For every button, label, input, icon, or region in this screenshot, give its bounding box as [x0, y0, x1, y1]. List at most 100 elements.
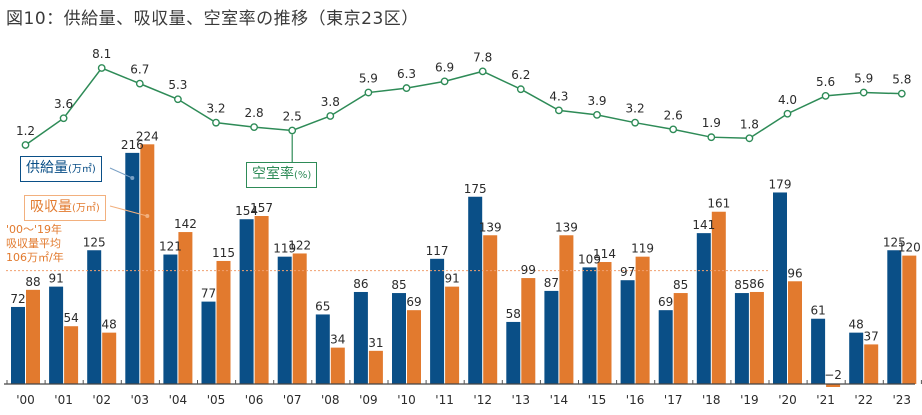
absorption-bar [521, 278, 536, 384]
vacancy-point [402, 84, 411, 92]
legend-supply-unit: (万㎡) [68, 164, 96, 175]
absorption-value-label: 69 [406, 295, 421, 309]
supply-bar [544, 290, 559, 384]
vacancy-point [364, 88, 373, 97]
absorption-value-label: 139 [479, 220, 502, 234]
vacancy-point [250, 123, 259, 132]
x-tick-label: '17 [664, 393, 683, 407]
supply-bar [658, 310, 673, 384]
vacancy-value-label: 7.8 [473, 50, 492, 64]
supply-bar [620, 280, 635, 384]
supply-value-label: 65 [315, 299, 330, 313]
vacancy-value-label: 6.7 [130, 63, 149, 77]
supply-value-label: 109 [578, 252, 601, 266]
absorption-value-label: 157 [250, 201, 273, 215]
supply-bar [163, 254, 178, 384]
x-tick-label: '00 [16, 393, 35, 407]
supply-bar [87, 250, 102, 384]
legend-supply-label: 供給量 [26, 160, 68, 176]
average-annotation-line3: 106万㎡/年 [6, 251, 64, 264]
supply-value-label: 69 [658, 295, 673, 309]
x-tick-label: '08 [321, 393, 340, 407]
supply-bar [239, 219, 254, 384]
supply-value-label: 154 [235, 204, 258, 218]
x-tick-label: '19 [740, 393, 759, 407]
vacancy-value-label: 3.8 [321, 95, 340, 109]
x-tick-label: '20 [778, 393, 797, 407]
vacancy-value-label: 4.0 [778, 93, 797, 107]
absorption-value-label: 88 [25, 275, 40, 289]
vacancy-rate-line [25, 67, 902, 146]
vacancy-point [478, 67, 487, 76]
absorption-bar [864, 344, 879, 384]
legend-vacancy-label: 空室率 [252, 166, 294, 182]
supply-bar [887, 250, 902, 384]
absorption-value-label: 120 [898, 241, 921, 255]
supply-value-label: 85 [391, 278, 406, 292]
absorption-value-label: 37 [864, 329, 879, 343]
absorption-bar [445, 286, 460, 384]
x-tick-label: '13 [512, 393, 531, 407]
vacancy-value-label: 3.6 [54, 97, 73, 111]
supply-bar [392, 293, 406, 384]
vacancy-point [707, 133, 716, 142]
absorption-bar [902, 255, 917, 384]
vacancy-point [516, 85, 525, 94]
legend-absorption-unit: (万㎡) [72, 203, 100, 214]
absorption-value-label: 115 [212, 246, 235, 260]
supply-bar [353, 291, 368, 384]
absorption-bar [254, 216, 269, 384]
supply-bar [430, 258, 445, 384]
supply-bar [506, 321, 521, 384]
average-annotation-line1: '00～'19年 [6, 223, 63, 236]
supply-bar [582, 267, 597, 384]
absorption-value-label: 161 [707, 197, 730, 211]
legend-supply: 供給量(万㎡) [20, 156, 102, 182]
vacancy-point [440, 77, 449, 86]
x-tick-label: '07 [283, 393, 302, 407]
vacancy-value-label: 2.8 [245, 106, 264, 120]
absorption-value-label: 96 [787, 266, 802, 280]
supply-value-label: 216 [121, 138, 144, 152]
vacancy-value-label: 6.2 [511, 68, 530, 82]
absorption-bar [102, 332, 117, 384]
absorption-value-label: 85 [673, 278, 688, 292]
absorption-bar [559, 235, 574, 384]
supply-bar [468, 196, 483, 384]
chart-title: 図10：供給量、吸収量、空室率の推移（東京23区） [6, 9, 419, 29]
x-tick-label: '10 [397, 393, 416, 407]
supply-bar [125, 152, 140, 384]
absorption-bar [216, 260, 231, 384]
x-tick-label: '23 [893, 393, 912, 407]
legend-absorption: 吸収量(万㎡) [24, 195, 106, 221]
x-tick-label: '22 [854, 393, 873, 407]
supply-value-label: 179 [769, 177, 792, 191]
absorption-legend-connector [109, 205, 148, 217]
vacancy-value-label: 2.6 [664, 108, 683, 122]
absorption-connector-dot [145, 214, 150, 218]
absorption-bar [749, 291, 764, 384]
absorption-value-label: 114 [593, 247, 616, 261]
vacancy-value-label: 3.2 [626, 102, 645, 116]
vacancy-point [59, 114, 68, 123]
supply-legend-connector [109, 167, 133, 179]
vacancy-point [97, 64, 106, 72]
vacancy-value-label: 1.8 [740, 117, 759, 131]
absorption-bar [407, 310, 421, 384]
vacancy-point [783, 109, 792, 118]
supply-connector-dot [130, 176, 135, 180]
vacancy-value-label: 2.5 [283, 109, 302, 123]
x-tick-label: '16 [626, 393, 645, 407]
vacancy-rate-points [21, 64, 906, 149]
supply-value-label: 121 [159, 240, 182, 254]
vacancy-point [326, 112, 335, 120]
x-tick-label: '15 [588, 393, 607, 407]
absorption-bar [711, 211, 726, 384]
absorption-bar [826, 384, 841, 387]
absorption-value-label: 224 [136, 129, 159, 143]
supply-bar [201, 301, 216, 384]
absorption-value-label: 86 [749, 277, 764, 291]
absorption-bar [330, 347, 345, 384]
supply-value-label: 87 [544, 276, 559, 290]
